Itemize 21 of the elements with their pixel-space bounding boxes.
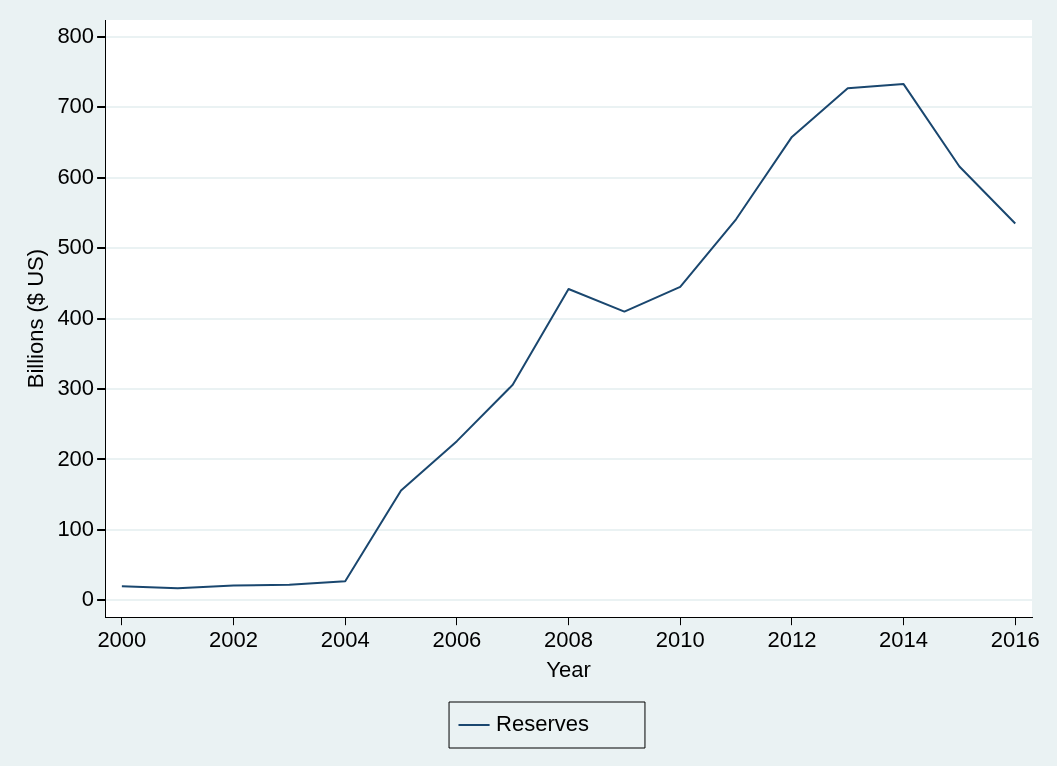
- y-tick-label: 100: [57, 515, 95, 541]
- x-tick-label: 2004: [320, 627, 370, 653]
- y-tick-label: 200: [57, 445, 95, 471]
- y-tick-label: 400: [57, 304, 95, 330]
- y-tick-label: 0: [81, 586, 95, 612]
- x-tick-label: 2010: [655, 627, 705, 653]
- x-tick-label: 2000: [97, 627, 147, 653]
- y-tick-label: 700: [57, 93, 95, 119]
- x-tick-label: 2014: [879, 627, 929, 653]
- x-tick-label: 2016: [990, 627, 1040, 653]
- y-tick-label: 300: [57, 375, 95, 401]
- x-tick-label: 2012: [767, 627, 817, 653]
- x-tick-label: 2006: [432, 627, 482, 653]
- legend-label: Reserves: [496, 711, 589, 737]
- y-axis-title: Billions ($ US): [23, 248, 49, 389]
- x-tick-label: 2008: [544, 627, 594, 653]
- y-tick-label: 600: [57, 163, 95, 189]
- x-axis-title: Year: [546, 656, 591, 682]
- y-tick-label: 800: [57, 22, 95, 48]
- y-tick-label: 500: [57, 234, 95, 260]
- x-tick-label: 2002: [209, 627, 259, 653]
